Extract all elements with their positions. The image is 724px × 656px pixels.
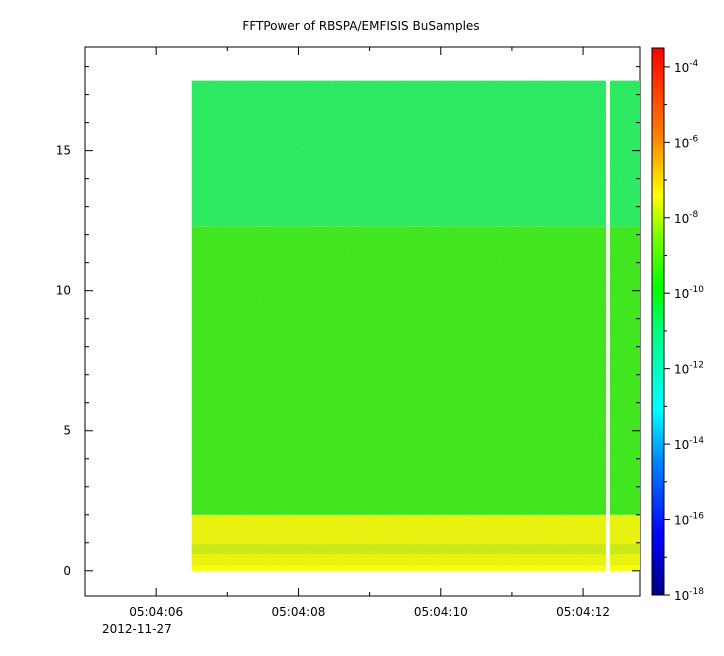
colorbar-tick-label: 10-6 xyxy=(674,134,699,150)
y-tick-label: 15 xyxy=(56,144,71,158)
band-texture xyxy=(191,226,640,515)
x-date-label: 2012-11-27 xyxy=(102,622,172,636)
colorbar-axis: 10-4 10-6 10-8 10-10 10-12 10-14 10-16 10-18 xyxy=(664,59,704,603)
band-texture xyxy=(191,514,640,571)
y-tick-label: 10 xyxy=(56,284,71,298)
colorbar-tick-label: 10-14 xyxy=(674,436,704,452)
colorbar-tick-label: 10-12 xyxy=(674,361,704,377)
x-tick-label: 05:04:12 xyxy=(556,605,610,619)
plot-noise-overlay xyxy=(191,80,640,571)
x-tick-label: 05:04:08 xyxy=(272,605,326,619)
colorbar-tick-label: 10-18 xyxy=(674,587,704,603)
colorbar-tick-label: 10-16 xyxy=(674,512,704,528)
colorbar xyxy=(651,47,665,596)
chart-title: FFTPower of RBSPA/EMFISIS BuSamples xyxy=(242,19,479,33)
y-tick-label: 5 xyxy=(63,424,71,438)
x-tick-label: 05:04:06 xyxy=(129,605,183,619)
y-tick-label: 0 xyxy=(63,564,71,578)
colorbar-tick-label: 10-10 xyxy=(674,285,704,301)
y-axis: 0 5 10 15 xyxy=(56,66,640,578)
colorbar-tick-label: 10-8 xyxy=(674,210,699,226)
band-texture xyxy=(191,80,640,227)
x-tick-label: 05:04:10 xyxy=(414,605,468,619)
x-axis: 05:04:06 05:04:08 05:04:10 05:04:12 xyxy=(84,47,610,619)
colorbar-tick-label: 10-4 xyxy=(674,59,699,75)
